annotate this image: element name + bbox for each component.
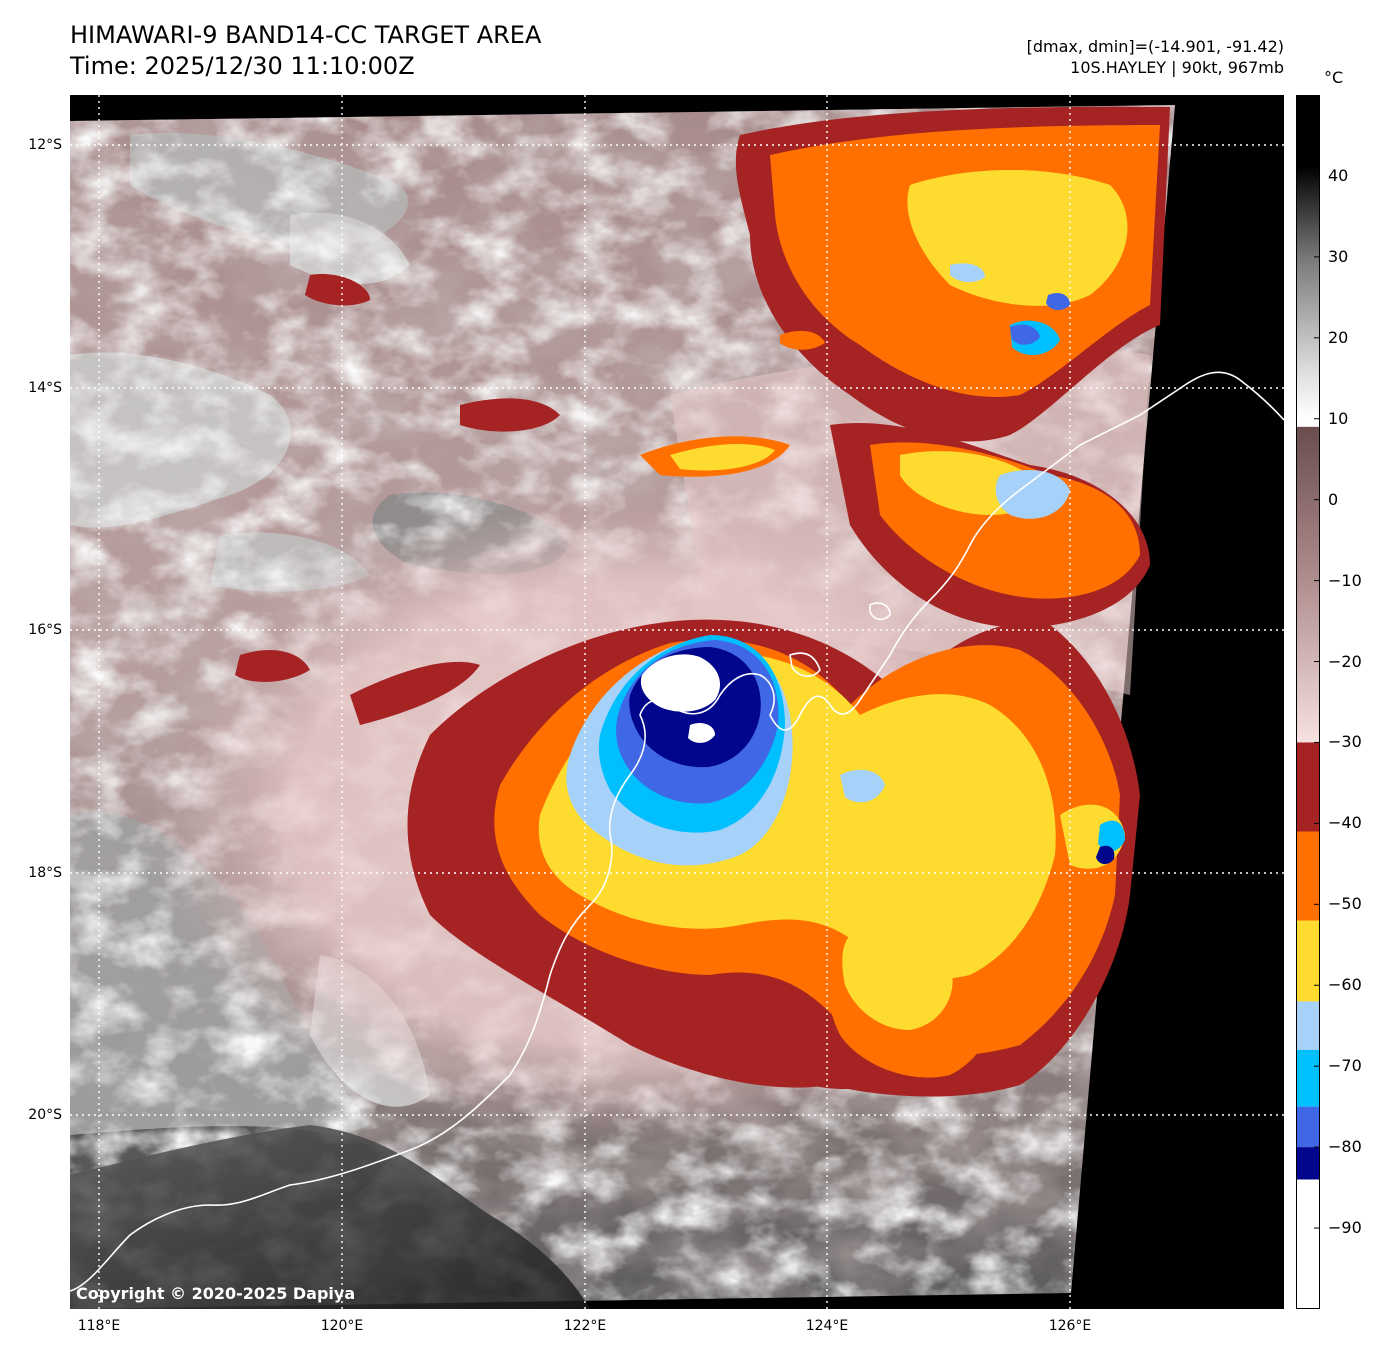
colorbar-tick-label: 20	[1328, 327, 1349, 347]
lon-label-122e: 122°E	[563, 1318, 607, 1334]
colorbar-tick-label: −60	[1328, 975, 1362, 995]
lat-label-20s: 20°S	[28, 1107, 62, 1123]
colorbar-unit: °C	[1324, 68, 1344, 87]
colorbar-tick-label: −10	[1328, 570, 1362, 590]
lon-label-126e: 126°E	[1048, 1318, 1092, 1334]
lat-label-16s: 16°S	[28, 622, 62, 638]
colorbar-band-9	[1296, 1179, 1320, 1309]
lon-label-120e: 120°E	[320, 1318, 364, 1334]
colorbar-band-4	[1296, 920, 1320, 1002]
colorbar-tick-label: 0	[1328, 489, 1339, 509]
data-range: [dmax, dmin]=(-14.901, -91.42)	[1026, 37, 1284, 56]
data-swath	[70, 105, 1284, 1309]
colorbar-tick-label: −30	[1328, 732, 1362, 752]
copyright-text: Copyright © 2020-2025 Dapiya	[76, 1284, 356, 1303]
gridlines	[70, 95, 1284, 1309]
colorbar-band-5	[1296, 1001, 1320, 1051]
lat-label-18s: 18°S	[28, 865, 62, 881]
colorbar-tick-label: −20	[1328, 651, 1362, 671]
colorbar-tick-label: 10	[1328, 408, 1349, 428]
lat-label-12s: 12°S	[28, 137, 62, 153]
colorbar-band-2	[1296, 742, 1320, 832]
colorbar-tick-label: −70	[1328, 1056, 1362, 1076]
colorbar-tick-label: −50	[1328, 894, 1362, 914]
satellite-map: Copyright © 2020-2025 Dapiya	[70, 95, 1284, 1309]
colorbar-band-6	[1296, 1050, 1320, 1107]
map-title: HIMAWARI-9 BAND14-CC TARGET AREA	[70, 21, 542, 49]
colorbar-band-7	[1296, 1106, 1320, 1148]
colorbar-band-8	[1296, 1147, 1320, 1180]
storm-info: 10S.HAYLEY | 90kt, 967mb	[1070, 58, 1284, 77]
colorbar	[1296, 95, 1320, 1309]
colorbar-tick-label: 40	[1328, 165, 1349, 185]
map-time: Time: 2025/12/30 11:10:00Z	[70, 52, 415, 80]
satellite-image	[70, 95, 1284, 1309]
colorbar-band-3	[1296, 831, 1320, 921]
lon-label-124e: 124°E	[805, 1318, 849, 1334]
lon-label-118e: 118°E	[77, 1318, 121, 1334]
band-minus-90	[640, 654, 720, 743]
colorbar-tick-label: 30	[1328, 246, 1349, 266]
colorbar-tick-label: −90	[1328, 1218, 1362, 1238]
lat-label-14s: 14°S	[28, 380, 62, 396]
colorbar-band-1	[1296, 426, 1320, 743]
colorbar-tick-label: −40	[1328, 813, 1362, 833]
colorbar-tick-label: −80	[1328, 1137, 1362, 1157]
coastline	[70, 371, 1284, 1292]
